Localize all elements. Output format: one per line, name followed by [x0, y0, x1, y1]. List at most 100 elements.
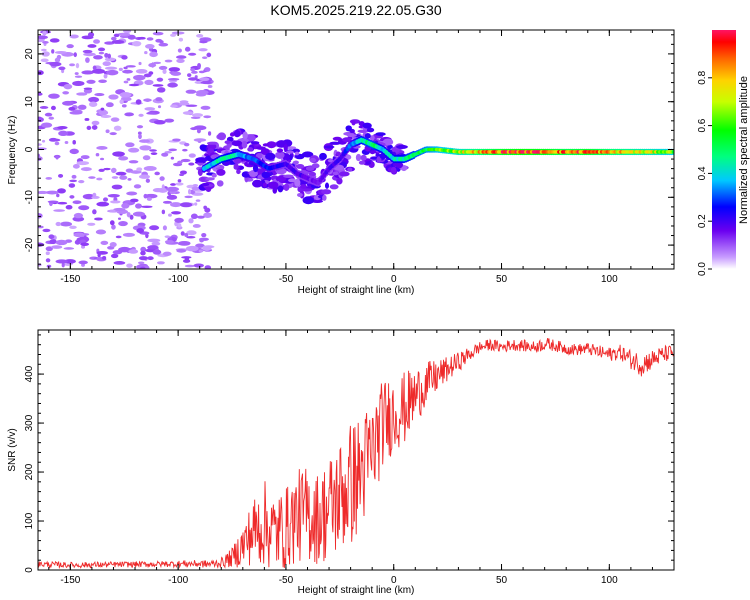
x-tick-label: -150: [60, 274, 80, 285]
noise-blob: [100, 158, 104, 161]
noise-blob: [127, 178, 131, 181]
noise-blob: [163, 252, 172, 256]
noise-blob: [45, 113, 52, 117]
noise-blob: [162, 210, 165, 215]
noise-blob: [152, 242, 161, 246]
snr-marks: [38, 338, 674, 568]
noise-blob: [199, 239, 204, 243]
noise-blob: [87, 126, 92, 130]
noise-blob: [55, 58, 60, 63]
noise-blob: [178, 241, 190, 246]
spectrogram-y-axis-label: Frequency (Hz): [7, 116, 18, 185]
noise-blob: [41, 123, 52, 128]
noise-blob: [69, 180, 77, 182]
noise-blob: [94, 217, 103, 220]
noise-blob: [139, 256, 148, 260]
noise-blob: [96, 153, 100, 156]
noise-blob: [202, 246, 211, 251]
noise-blob: [121, 203, 129, 209]
x-tick-label: -50: [279, 274, 294, 285]
noise-blob: [36, 263, 42, 266]
noise-blob: [96, 202, 109, 207]
noise-blob: [35, 213, 43, 219]
noise-blob: [76, 63, 79, 68]
noise-blob: [41, 58, 49, 62]
noise-blob: [70, 149, 79, 154]
noise-blob: [168, 78, 179, 81]
noise-blob: [166, 187, 179, 192]
noise-blob: [36, 92, 42, 95]
noise-blob: [169, 71, 172, 73]
noise-blob: [159, 66, 168, 70]
noise-blob: [196, 34, 203, 38]
ridge-cloud-blob: [300, 188, 312, 191]
noise-blob: [111, 225, 116, 230]
ridge-cloud-blob: [293, 161, 299, 165]
noise-blob: [203, 115, 211, 118]
noise-blob: [202, 56, 207, 59]
noise-blob: [41, 49, 47, 52]
noise-blob: [196, 199, 201, 202]
noise-blob: [119, 175, 127, 180]
noise-blob: [108, 94, 118, 99]
noise-blob: [193, 224, 201, 228]
noise-blob: [188, 77, 198, 80]
noise-blob: [129, 84, 140, 87]
noise-blob: [118, 217, 121, 219]
noise-blob: [124, 112, 134, 116]
noise-blob: [164, 119, 174, 123]
noise-blob: [128, 148, 139, 153]
ridge-cloud-blob: [284, 144, 288, 152]
ridge-cloud-blob: [391, 167, 397, 174]
noise-blob: [96, 178, 102, 181]
noise-blob: [167, 195, 177, 200]
noise-blob: [149, 149, 157, 152]
noise-blob: [126, 263, 133, 267]
ridge-cloud-blob: [278, 185, 284, 192]
y-tick-label: -20: [24, 237, 35, 252]
ridge-cloud-blob: [303, 196, 315, 204]
noise-blob: [122, 104, 127, 107]
ridge-cloud-blob: [212, 173, 217, 177]
noise-blob: [154, 172, 160, 176]
ridge-cloud-blob: [359, 161, 365, 165]
ridge-cloud-blob: [310, 158, 316, 163]
noise-blob: [126, 192, 137, 196]
spectrogram-x-axis-label: Height of straight line (km): [298, 285, 415, 296]
colorbar-ticks: 0.00.20.40.60.8: [697, 70, 712, 276]
ridge-cloud-blob: [319, 153, 327, 160]
noise-blob: [153, 188, 163, 192]
noise-blob: [123, 29, 131, 33]
noise-blob: [174, 218, 184, 223]
noise-blob: [85, 118, 90, 121]
noise-blob: [51, 49, 54, 53]
noise-blob: [196, 90, 209, 95]
noise-blob: [144, 51, 147, 54]
noise-blob: [170, 105, 178, 108]
ridge-cloud-blob: [277, 148, 283, 152]
ridge-cloud-blob: [216, 169, 225, 176]
noise-blob: [144, 194, 148, 199]
snr-y-axis-label: SNR (v/v): [7, 428, 18, 471]
noise-blob: [92, 209, 97, 214]
noise-blob: [189, 153, 196, 157]
noise-blob: [55, 142, 60, 146]
noise-blob: [199, 41, 207, 44]
ridge-cloud-blob: [361, 155, 367, 161]
noise-blob: [62, 91, 69, 94]
ridge-cloud-blob: [263, 183, 267, 188]
noise-blob: [96, 229, 106, 234]
noise-blob: [154, 120, 166, 125]
noise-blob: [186, 90, 197, 94]
x-tick-label: -100: [168, 575, 188, 586]
ridge-cloud-blob: [217, 180, 224, 186]
noise-blob: [123, 67, 127, 70]
noise-blob: [50, 38, 60, 42]
ridge-cloud-blob: [396, 145, 408, 149]
noise-blob: [158, 105, 161, 108]
noise-blob: [176, 59, 184, 63]
noise-blob: [147, 197, 152, 201]
noise-blob: [88, 32, 94, 37]
noise-blob: [119, 68, 123, 71]
snr-series-line: [38, 338, 674, 568]
